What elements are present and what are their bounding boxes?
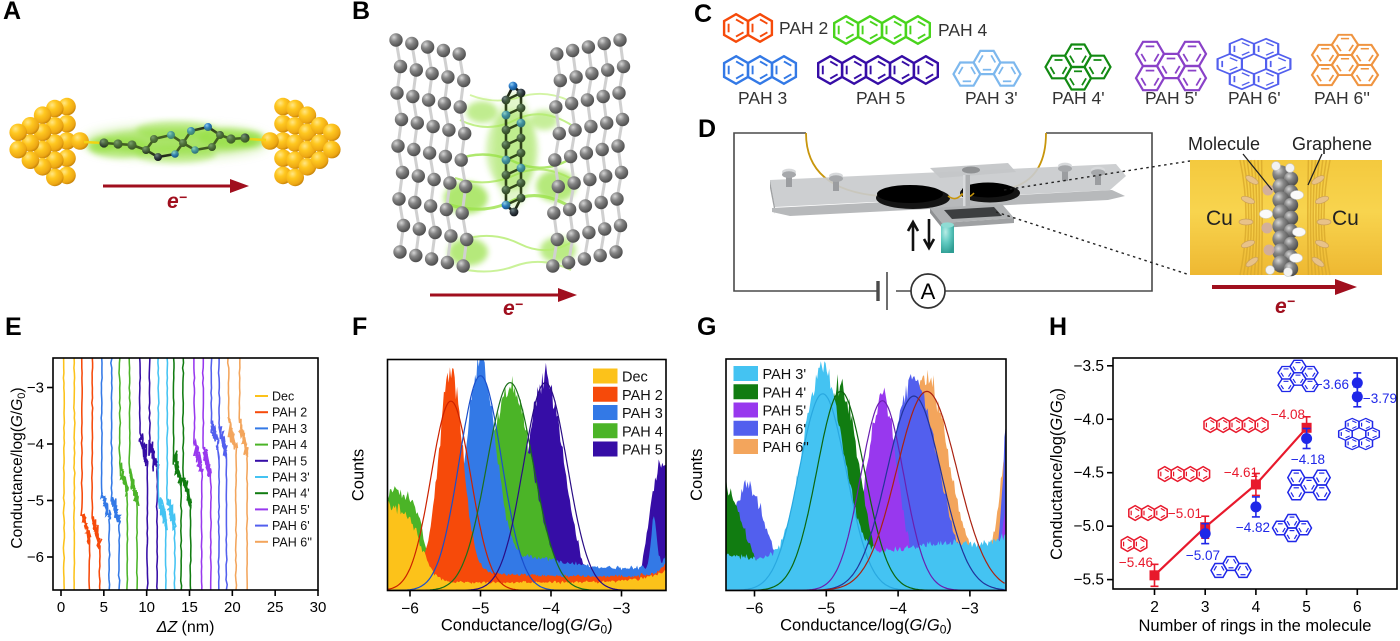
svg-text:PAH 4: PAH 4: [272, 438, 307, 452]
svg-text:−5: −5: [472, 601, 490, 618]
svg-text:6: 6: [1353, 599, 1362, 616]
svg-text:−4.08: −4.08: [1271, 407, 1305, 422]
svg-text:2: 2: [1150, 599, 1159, 616]
svg-text:ΔZ (nm): ΔZ (nm): [156, 619, 215, 636]
svg-text:−5.0: −5.0: [1073, 518, 1104, 535]
svg-text:−6: −6: [401, 601, 419, 618]
svg-text:−5.5: −5.5: [1073, 572, 1104, 589]
svg-text:PAH 5: PAH 5: [272, 454, 307, 468]
svg-text:PAH 2: PAH 2: [779, 18, 828, 38]
svg-text:PAH 5': PAH 5': [272, 503, 310, 517]
svg-text:PAH 6'': PAH 6'': [272, 535, 312, 549]
svg-text:PAH 5': PAH 5': [1145, 88, 1198, 108]
svg-text:PAH 5: PAH 5: [856, 88, 905, 108]
svg-text:Conductance/log(G/G0): Conductance/log(G/G0): [780, 617, 952, 637]
svg-text:−3.5: −3.5: [1073, 358, 1104, 375]
svg-text:−3: −3: [613, 601, 631, 618]
svg-text:Conductance/log(G/G0): Conductance/log(G/G0): [9, 387, 28, 548]
svg-text:15: 15: [181, 599, 198, 616]
svg-text:5: 5: [1302, 599, 1311, 616]
svg-text:Counts: Counts: [688, 449, 706, 501]
svg-text:PAH 4': PAH 4': [272, 487, 310, 501]
svg-text:A: A: [921, 279, 936, 304]
svg-text:Molecule: Molecule: [1188, 134, 1260, 154]
svg-text:−4.0: −4.0: [1073, 411, 1104, 428]
svg-text:20: 20: [224, 599, 241, 616]
svg-text:Conductance/log(G/G0): Conductance/log(G/G0): [441, 617, 613, 637]
svg-text:PAH 6': PAH 6': [763, 422, 807, 438]
svg-text:−5: −5: [817, 601, 835, 618]
svg-text:−6: −6: [746, 601, 764, 618]
svg-text:PAH 2: PAH 2: [272, 406, 307, 420]
svg-text:PAH 5: PAH 5: [622, 443, 663, 459]
svg-text:PAH 4: PAH 4: [622, 424, 663, 440]
svg-text:PAH 2: PAH 2: [622, 388, 663, 404]
svg-text:PAH 4': PAH 4': [763, 385, 807, 401]
svg-text:PAH 4': PAH 4': [1052, 88, 1105, 108]
svg-text:PAH 3: PAH 3: [272, 422, 307, 436]
svg-text:F: F: [352, 313, 367, 341]
svg-text:Cu: Cu: [1206, 207, 1233, 230]
svg-text:A: A: [3, 0, 21, 25]
svg-text:−5.01: −5.01: [1168, 506, 1202, 521]
svg-text:B: B: [352, 0, 370, 25]
svg-text:3: 3: [1201, 599, 1210, 616]
svg-text:−3.79: −3.79: [1363, 391, 1397, 406]
svg-text:30: 30: [310, 599, 327, 616]
svg-text:H: H: [1049, 313, 1067, 341]
svg-text:PAH 6'': PAH 6'': [1314, 88, 1370, 108]
svg-text:−4.18: −4.18: [1291, 452, 1325, 467]
svg-text:E: E: [5, 313, 22, 341]
svg-text:C: C: [694, 0, 712, 28]
svg-text:PAH 4: PAH 4: [938, 20, 988, 40]
svg-text:PAH 3': PAH 3': [763, 367, 807, 383]
svg-text:−4.61: −4.61: [1224, 465, 1258, 480]
svg-text:0: 0: [57, 599, 65, 616]
svg-text:Dec: Dec: [272, 390, 294, 404]
svg-text:PAH 5': PAH 5': [763, 404, 807, 420]
svg-text:Graphene: Graphene: [1292, 134, 1372, 154]
svg-text:−5: −5: [27, 493, 44, 510]
svg-text:PAH 6': PAH 6': [272, 519, 310, 533]
svg-text:G: G: [697, 313, 716, 341]
svg-text:−4.82: −4.82: [1236, 520, 1270, 535]
svg-text:D: D: [698, 115, 716, 143]
svg-text:PAH 3': PAH 3': [965, 88, 1018, 108]
svg-text:−6: −6: [27, 549, 44, 566]
svg-text:Conductance/log(G/G0): Conductance/log(G/G0): [1048, 388, 1068, 560]
svg-text:−3: −3: [27, 380, 44, 397]
svg-text:−3: −3: [961, 601, 979, 618]
svg-text:25: 25: [267, 599, 284, 616]
svg-text:−4.5: −4.5: [1073, 465, 1104, 482]
svg-text:−4: −4: [27, 436, 44, 453]
svg-text:−5.07: −5.07: [1186, 548, 1220, 563]
svg-text:PAH 3: PAH 3: [738, 88, 787, 108]
svg-text:−5.46: −5.46: [1119, 555, 1153, 570]
svg-text:Number of rings in the molecul: Number of rings in the molecule: [1139, 617, 1372, 635]
svg-text:PAH 3: PAH 3: [622, 406, 663, 422]
svg-text:Dec: Dec: [622, 370, 648, 386]
svg-text:5: 5: [100, 599, 108, 616]
svg-text:−4: −4: [889, 601, 907, 618]
svg-text:−3.66: −3.66: [1315, 377, 1349, 392]
svg-text:PAH 6': PAH 6': [1228, 88, 1281, 108]
svg-text:Counts: Counts: [350, 449, 368, 501]
svg-text:10: 10: [138, 599, 155, 616]
svg-text:4: 4: [1252, 599, 1261, 616]
svg-text:Cu: Cu: [1332, 207, 1359, 230]
svg-text:PAH 6'': PAH 6'': [763, 440, 810, 456]
svg-text:PAH 3': PAH 3': [272, 471, 310, 485]
svg-text:−4: −4: [542, 601, 560, 618]
